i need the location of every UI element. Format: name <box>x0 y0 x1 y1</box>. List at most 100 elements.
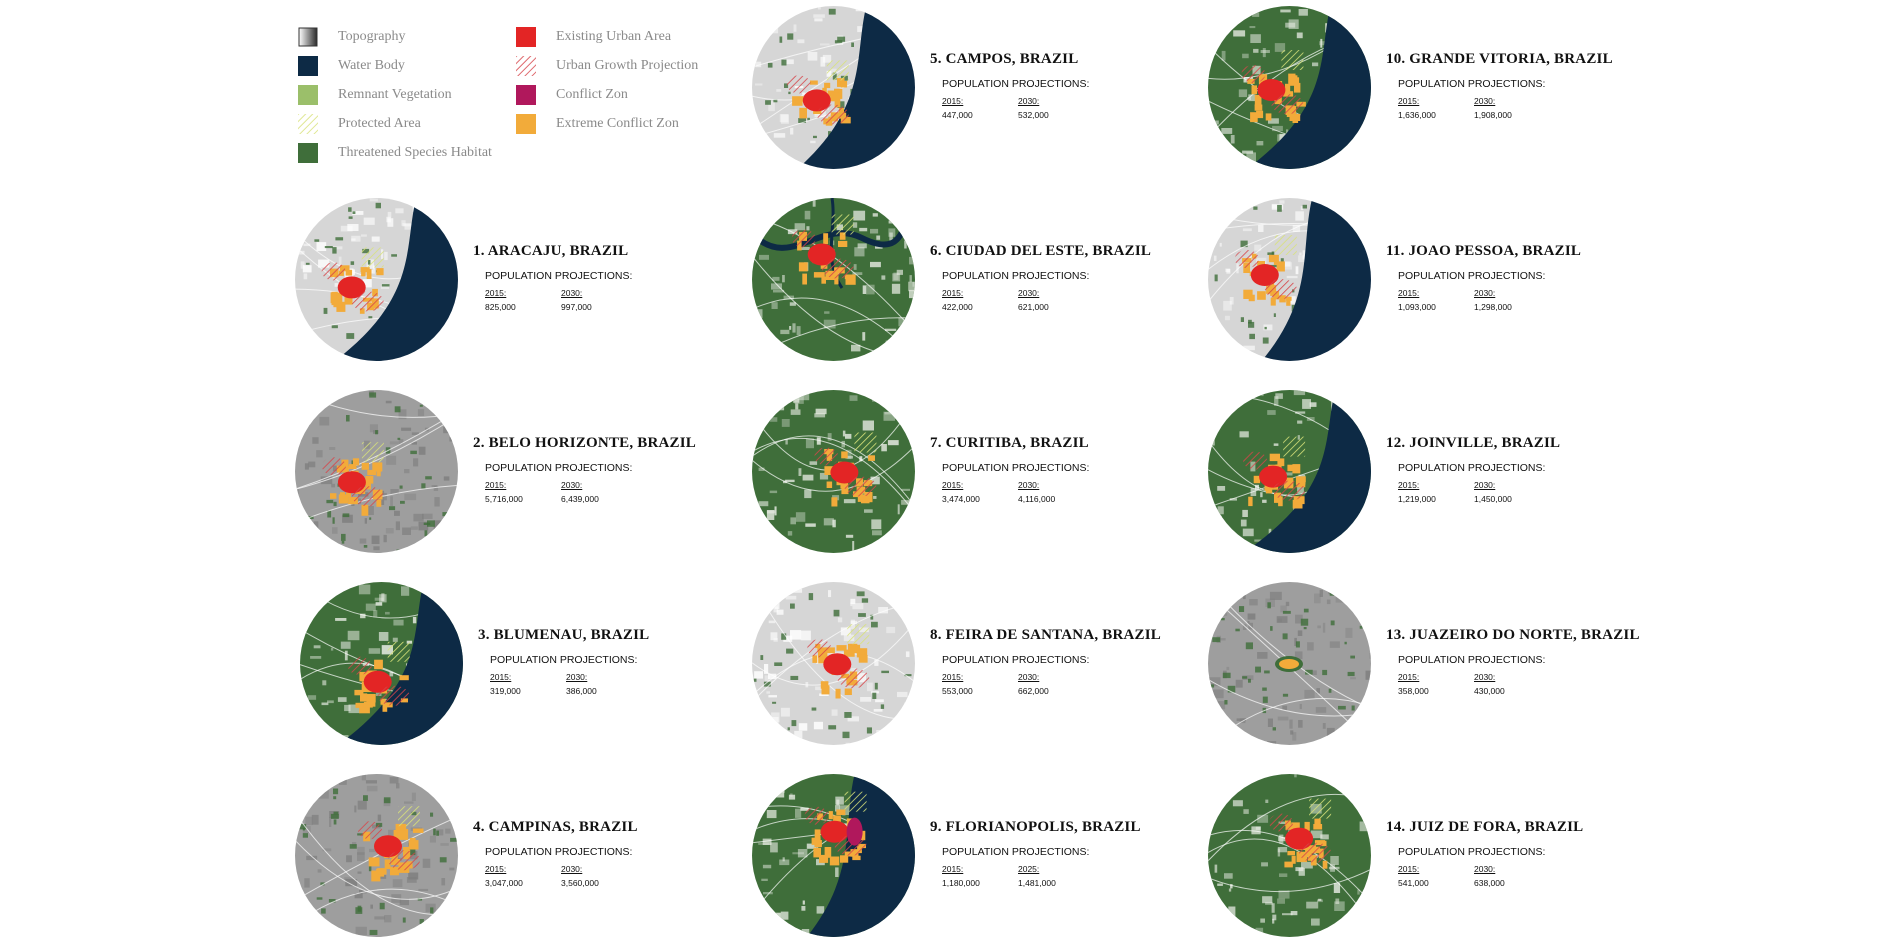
legend-label: Extreme Conflict Zon <box>556 116 679 132</box>
city-info: 14. JUIZ DE FORA, BRAZIL POPULATION PROJE… <box>1386 819 1676 888</box>
legend-item: Water Body <box>298 55 405 77</box>
population-value: 5,716,000 <box>485 494 561 504</box>
year-label: 2030: <box>561 864 637 874</box>
city-map-circle <box>295 390 458 553</box>
legend-item: Urban Growth Projection <box>516 55 698 77</box>
year-label: 2030: <box>1474 96 1550 106</box>
population-projections-label: POPULATION PROJECTIONS: <box>1398 846 1676 858</box>
population-value: 1,636,000 <box>1398 110 1474 120</box>
habitat-swatch <box>298 143 318 163</box>
population-value: 1,093,000 <box>1398 302 1474 312</box>
population-value: 3,047,000 <box>485 878 561 888</box>
city-title: 2. BELO HORIZONTE, BRAZIL <box>473 435 763 452</box>
vegetation-swatch <box>298 85 318 105</box>
city-title: 9. FLORIANOPOLIS, BRAZIL <box>930 819 1220 836</box>
year-label: 2015: <box>1398 672 1474 682</box>
year-label: 2015: <box>942 672 1018 682</box>
population-value: 532,000 <box>1018 110 1094 120</box>
population-value: 1,298,000 <box>1474 302 1550 312</box>
legend-label: Topography <box>338 29 405 45</box>
year-label: 2030: <box>1474 288 1550 298</box>
year-label: 2030: <box>561 480 637 490</box>
population-value: 662,000 <box>1018 686 1094 696</box>
city-map-circle <box>295 198 458 361</box>
year-label: 2030: <box>1018 96 1094 106</box>
population-value: 4,116,000 <box>1018 494 1094 504</box>
population-value: 621,000 <box>1018 302 1094 312</box>
population-value: 422,000 <box>942 302 1018 312</box>
population-projections-label: POPULATION PROJECTIONS: <box>1398 462 1676 474</box>
legend-item: Threatened Species Habitat <box>298 142 492 164</box>
city-map-circle <box>752 774 915 937</box>
population-value: 3,474,000 <box>942 494 1018 504</box>
year-label: 2030: <box>1018 480 1094 490</box>
legend-item: Protected Area <box>298 113 421 135</box>
population-projections-label: POPULATION PROJECTIONS: <box>1398 654 1676 666</box>
year-label: 2030: <box>1474 672 1550 682</box>
year-label: 2015: <box>942 480 1018 490</box>
population-projections-label: POPULATION PROJECTIONS: <box>485 846 763 858</box>
year-label: 2030: <box>1474 864 1550 874</box>
city-title: 7. CURITIBA, BRAZIL <box>930 435 1220 452</box>
population-projections-label: POPULATION PROJECTIONS: <box>942 846 1220 858</box>
population-projections-label: POPULATION PROJECTIONS: <box>490 654 768 666</box>
population-projections-label: POPULATION PROJECTIONS: <box>942 654 1220 666</box>
city-map-circle <box>1208 6 1371 169</box>
population-value: 3,560,000 <box>561 878 637 888</box>
population-projections-label: POPULATION PROJECTIONS: <box>485 462 763 474</box>
year-label: 2015: <box>942 864 1018 874</box>
year-label: 2015: <box>1398 96 1474 106</box>
water-swatch <box>298 56 318 76</box>
legend-item: Topography <box>298 26 405 48</box>
topography-swatch <box>298 27 318 47</box>
year-label: 2030: <box>566 672 642 682</box>
city-title: 14. JUIZ DE FORA, BRAZIL <box>1386 819 1676 836</box>
year-label: 2015: <box>1398 480 1474 490</box>
population-value: 6,439,000 <box>561 494 637 504</box>
legend-label: Protected Area <box>338 116 421 132</box>
city-info: 2. BELO HORIZONTE, BRAZIL POPULATION PROJ… <box>473 435 763 504</box>
city-title: 11. JOAO PESSOA, BRAZIL <box>1386 243 1676 260</box>
city-title: 10. GRANDE VITORIA, BRAZIL <box>1386 51 1676 68</box>
year-label: 2025: <box>1018 864 1094 874</box>
legend-item: Existing Urban Area <box>516 26 671 48</box>
population-value: 358,000 <box>1398 686 1474 696</box>
population-projections-label: POPULATION PROJECTIONS: <box>485 270 763 282</box>
city-title: 1. ARACAJU, BRAZIL <box>473 243 763 260</box>
population-value: 1,908,000 <box>1474 110 1550 120</box>
city-map-circle <box>1208 390 1371 553</box>
year-label: 2015: <box>1398 288 1474 298</box>
population-value: 553,000 <box>942 686 1018 696</box>
city-map-circle <box>295 774 458 937</box>
legend-label: Conflict Zon <box>556 87 628 103</box>
legend-label: Existing Urban Area <box>556 29 671 45</box>
urban-swatch <box>516 27 536 47</box>
year-label: 2015: <box>485 288 561 298</box>
extreme-conflict-swatch <box>516 114 536 134</box>
population-projections-label: POPULATION PROJECTIONS: <box>942 270 1220 282</box>
population-value: 430,000 <box>1474 686 1550 696</box>
conflict-swatch <box>516 85 536 105</box>
year-label: 2030: <box>1018 672 1094 682</box>
population-value: 447,000 <box>942 110 1018 120</box>
city-map-circle <box>752 198 915 361</box>
population-value: 825,000 <box>485 302 561 312</box>
city-info: 1. ARACAJU, BRAZIL POPULATION PROJECTIONS… <box>473 243 763 312</box>
year-label: 2030: <box>1018 288 1094 298</box>
